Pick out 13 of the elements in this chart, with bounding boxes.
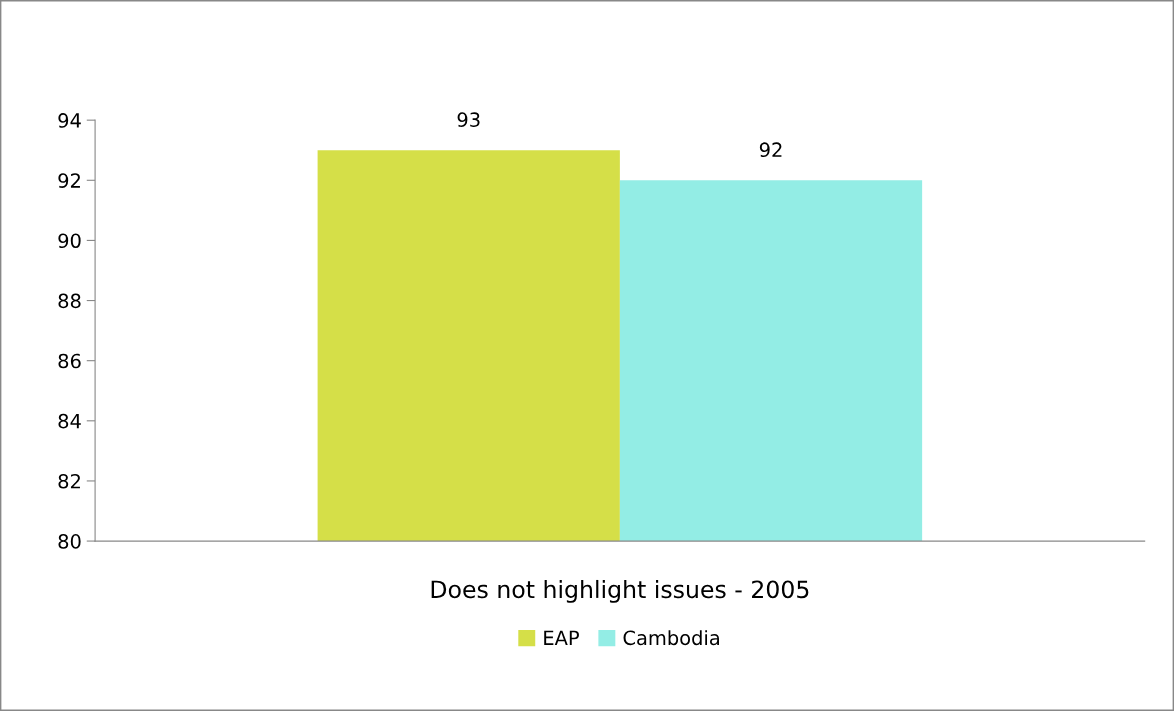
y-tick-label: 80 <box>58 534 81 549</box>
y-tick-label: 82 <box>58 473 80 489</box>
y-tick-label: 86 <box>58 353 81 369</box>
legend-label: EAP <box>544 630 579 645</box>
y-tick-label: 94 <box>58 113 81 128</box>
y-tick-label: 92 <box>58 173 80 188</box>
y-tick-label: 88 <box>58 293 81 309</box>
y-tick-label: 90 <box>58 233 81 249</box>
data-label: 93 <box>457 112 480 128</box>
y-tick-label: 84 <box>58 413 81 429</box>
data-label: 92 <box>759 142 782 158</box>
x-tick-label: Does not highlight issues - 2005 <box>431 579 809 603</box>
legend-label: Cambodia <box>623 630 719 646</box>
